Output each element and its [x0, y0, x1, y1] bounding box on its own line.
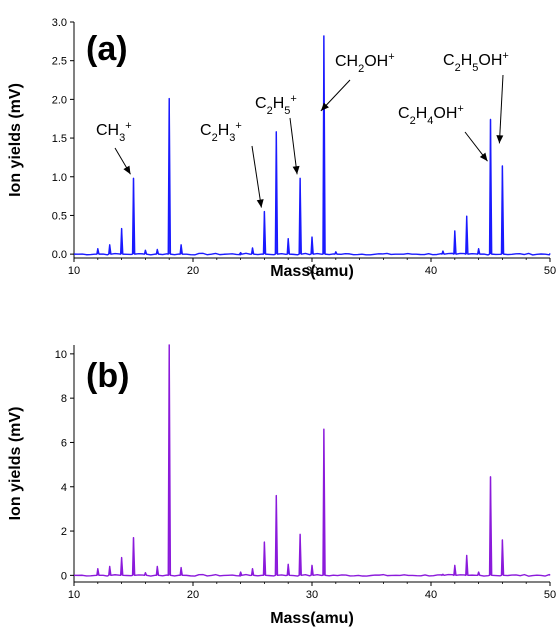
chart-panel-a: 10 20 30 40 50 0.0 0.5 1.0 1.5 2.0 2.5 3.0 Mass(amu)…	[7, 17, 556, 280]
x-tick-label: 40	[425, 265, 437, 277]
arrow-head-icon	[496, 135, 504, 144]
ion-label-mass-15: CH3+	[96, 120, 132, 144]
y-tick-label: 0.5	[52, 210, 67, 222]
x-tick-label: 10	[68, 265, 80, 277]
arrow-head-icon	[292, 165, 300, 175]
arrow-line	[251, 145, 262, 208]
x-tick-label: 10	[68, 589, 80, 601]
panel-label: (b)	[86, 357, 129, 395]
y-tick-label: 8	[61, 393, 67, 405]
y-tick-label: 0	[61, 570, 67, 582]
x-axis-label: Mass(amu)	[270, 263, 354, 280]
x-tick-label: 50	[544, 265, 556, 277]
y-tick-label: 2	[61, 526, 67, 538]
panel-label: (a)	[86, 30, 128, 68]
y-tick-label: 1.0	[52, 172, 67, 184]
y-tick-label: 3.0	[52, 17, 67, 29]
y-tick-label: 10	[55, 349, 67, 361]
y-tick-label: 6	[61, 437, 67, 449]
ion-label-mass-26: C2H3+	[200, 120, 242, 144]
x-tick-label: 40	[425, 589, 437, 601]
x-tick-label: 50	[544, 589, 556, 601]
y-tick-label: 2.5	[52, 56, 67, 68]
ion-label-mass-45: C2H4OH+	[398, 103, 464, 127]
arrow-head-icon	[320, 102, 329, 111]
y-tick-label: 0.0	[52, 249, 67, 261]
spectrum-trace	[73, 344, 551, 577]
x-tick-label: 30	[306, 589, 318, 601]
ion-label-mass-31: CH2OH+	[335, 51, 395, 75]
y-axis-label: Ion yields (mV)	[7, 407, 24, 521]
arrow-head-icon	[256, 199, 264, 208]
arrow-line	[289, 117, 298, 175]
y-axis-label: Ion yields (mV)	[7, 83, 24, 197]
chart-panel-b: 10 20 30 40 50 0 2 4 6 8 10 Mass(amu) Ion yields (mV…	[7, 344, 556, 627]
x-tick-label: 20	[187, 265, 199, 277]
ion-label-mass-29: C2H5+	[255, 93, 297, 117]
arrow-line	[498, 74, 504, 144]
y-tick-label: 4	[61, 482, 67, 494]
x-axis-label: Mass(amu)	[270, 610, 354, 627]
y-tick-label: 2.0	[52, 94, 67, 106]
arrow-head-icon	[123, 165, 131, 175]
arrow-head-icon	[479, 152, 488, 162]
ion-label-mass-46: C2H5OH+	[443, 50, 509, 74]
x-tick-label: 20	[187, 589, 199, 601]
x-tick-label: 30	[306, 265, 318, 277]
y-tick-label: 1.5	[52, 133, 67, 145]
